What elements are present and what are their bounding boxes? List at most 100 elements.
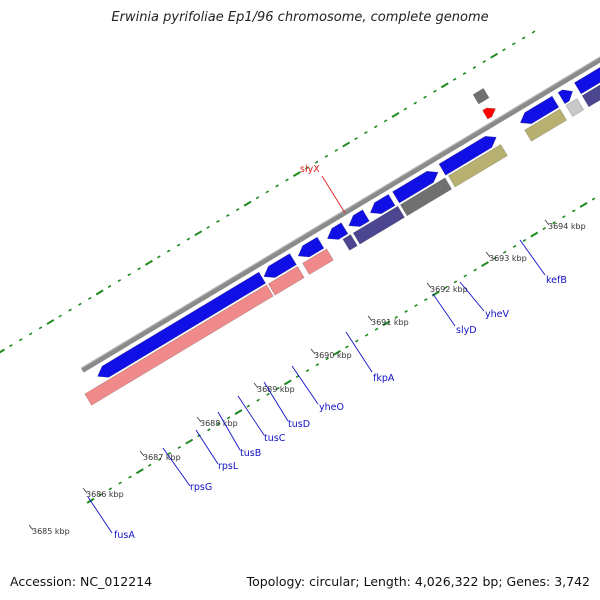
- purple-segment-1[interactable]: [342, 234, 358, 251]
- scale-dot: [285, 178, 289, 182]
- tick-label-9: 3694 kbp: [548, 222, 586, 231]
- gene-slyX-strand[interactable]: [519, 95, 560, 125]
- gene-rpsG[interactable]: [263, 253, 297, 278]
- tick-mark: [196, 416, 202, 423]
- scale-dot: [78, 302, 82, 306]
- scale-dot: [591, 197, 596, 201]
- gene-label-9[interactable]: yheV: [485, 309, 509, 320]
- scale-dot: [137, 267, 141, 271]
- scale-dot: [512, 42, 516, 46]
- scale-dot: [364, 131, 368, 135]
- gene-label-4[interactable]: tusC: [264, 433, 286, 444]
- scale-dot: [275, 184, 279, 188]
- pink-segment-2[interactable]: [267, 265, 305, 296]
- scale-dot: [413, 101, 417, 105]
- scale-dot: [185, 438, 194, 445]
- scale-dot: [127, 273, 132, 277]
- scale-dot: [373, 125, 378, 129]
- gene-yheO[interactable]: [392, 170, 439, 204]
- scale-dot: [333, 349, 342, 356]
- gene-label-6[interactable]: yheO: [319, 402, 344, 413]
- pink-segment-3[interactable]: [302, 248, 334, 275]
- scale-dot: [414, 304, 418, 308]
- gene-label-10[interactable]: kefB: [546, 275, 567, 286]
- gene-label-5[interactable]: tusD: [288, 419, 310, 430]
- topology-text: Topology: circular; Length: 4,026,322 bp…: [246, 574, 590, 589]
- scale-dot: [305, 369, 310, 373]
- gene-label-7[interactable]: fkpA: [373, 373, 395, 384]
- scale-dot: [522, 238, 527, 242]
- tick-label-4: 3689 kbp: [257, 385, 295, 394]
- scale-dot: [364, 333, 369, 337]
- scale-dot: [391, 111, 400, 118]
- scale-dot: [95, 289, 104, 296]
- scale-dot: [243, 200, 252, 207]
- scale-dot: [177, 446, 182, 450]
- scale-dot: [176, 243, 181, 247]
- scale-dot: [374, 327, 379, 331]
- slyX-red-arrow[interactable]: [482, 107, 496, 120]
- gray-segment-1[interactable]: [399, 177, 453, 217]
- scale-dot: [521, 36, 526, 40]
- leader-line: [519, 239, 546, 276]
- scale-dot: [128, 475, 132, 479]
- gene-tusB[interactable]: [326, 222, 349, 240]
- gene-rpsL[interactable]: [297, 236, 325, 258]
- scale-dot: [579, 202, 588, 208]
- backbone-line: [81, 56, 600, 373]
- scale-dot: [453, 280, 458, 284]
- scale-dot: [490, 52, 499, 59]
- tick-mark: [485, 251, 491, 258]
- gene-small[interactable]: [557, 89, 573, 105]
- scale-dot: [355, 339, 359, 343]
- gene-label-0[interactable]: fusA: [114, 530, 135, 541]
- gene-label-8[interactable]: slyD: [456, 325, 477, 336]
- scale-dot: [394, 315, 399, 319]
- leader-line: [345, 331, 373, 373]
- scale-dot: [157, 255, 161, 259]
- gene-label-2[interactable]: rpsL: [218, 461, 239, 472]
- light-gray-segment-1[interactable]: [565, 98, 585, 117]
- scale-dot: [512, 244, 517, 248]
- leader-line: [195, 429, 219, 465]
- scale-dot: [216, 219, 220, 223]
- gene-tusD[interactable]: [369, 193, 396, 215]
- leader-line: [237, 395, 265, 436]
- leader-line: [217, 411, 241, 451]
- gene-label-3[interactable]: tusB: [240, 448, 261, 459]
- backbone-highlight: [80, 56, 600, 369]
- scale-dot: [452, 77, 457, 81]
- tick-mark: [310, 348, 316, 355]
- scale-dot: [246, 404, 251, 408]
- gene-fusA[interactable]: [97, 271, 267, 378]
- scale-dot: [216, 422, 221, 426]
- tick-label-0: 3685 kbp: [32, 527, 70, 536]
- olive-segment-2[interactable]: [524, 108, 568, 142]
- leader-line: [321, 175, 346, 214]
- pink-segment-1[interactable]: [84, 284, 274, 406]
- scale-dot: [255, 196, 260, 200]
- purple-segment-2[interactable]: [352, 205, 405, 245]
- scale-dot: [424, 298, 428, 302]
- scale-dot: [502, 250, 507, 254]
- scale-dot: [0, 348, 5, 354]
- gene-tusC[interactable]: [348, 209, 370, 227]
- scale-dot: [107, 284, 112, 288]
- scale-dot: [186, 237, 191, 241]
- gene-kefB[interactable]: [573, 18, 600, 95]
- purple-segment-3[interactable]: [581, 26, 600, 108]
- scale-dot: [58, 314, 62, 318]
- scale-dot: [118, 481, 122, 485]
- olive-segment[interactable]: [447, 144, 508, 188]
- gene-label-1[interactable]: rpsG: [190, 482, 212, 493]
- tick-label-8: 3693 kbp: [489, 254, 527, 263]
- gene-label-11[interactable]: slyX: [300, 164, 320, 175]
- scale-dot: [354, 137, 358, 141]
- scale-dot: [571, 209, 576, 213]
- scale-dot: [552, 221, 556, 225]
- slyX-gray-box[interactable]: [472, 87, 490, 105]
- gene-fkpA[interactable]: [438, 135, 497, 176]
- scale-dot: [314, 160, 319, 164]
